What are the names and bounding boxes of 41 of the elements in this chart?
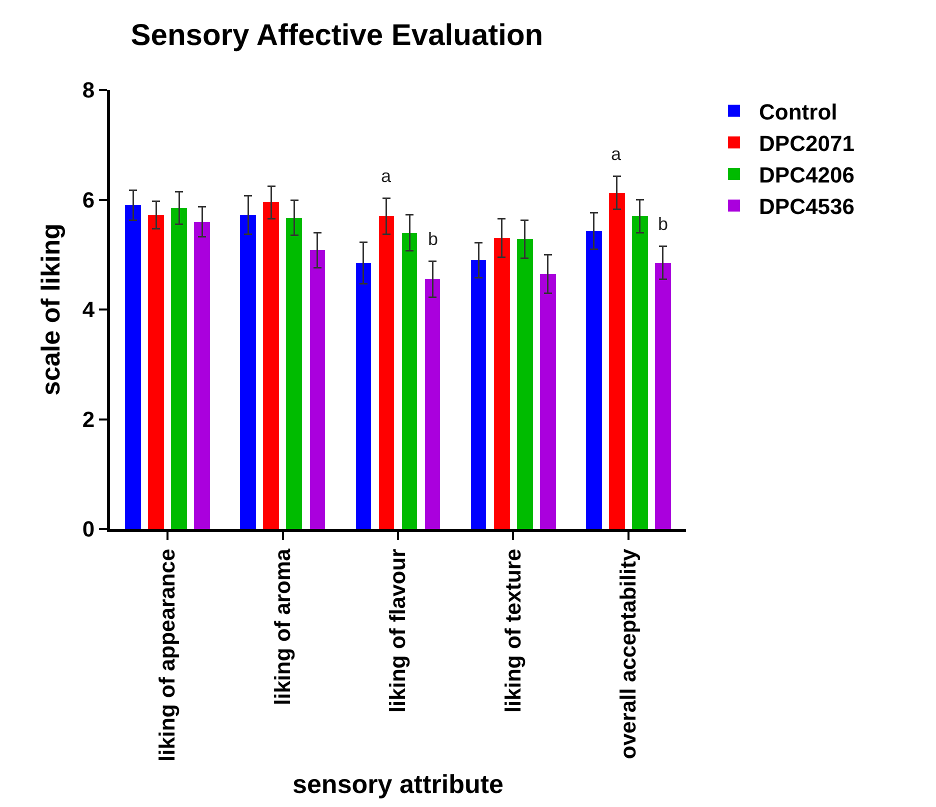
bar	[148, 215, 164, 529]
bar	[402, 233, 417, 529]
bar	[425, 279, 440, 529]
legend-label: DPC4206	[759, 162, 854, 188]
bar	[240, 215, 256, 529]
x-tick-label: liking of aroma	[270, 548, 295, 706]
data-label: b	[658, 214, 668, 234]
bar	[310, 250, 325, 529]
bar	[494, 238, 510, 529]
bar	[286, 218, 302, 529]
y-tick-label: 4	[82, 297, 96, 322]
bar	[171, 208, 187, 529]
legend-label: DPC2071	[759, 130, 854, 156]
bar	[263, 202, 279, 529]
x-tick-label: liking of flavour	[385, 548, 410, 713]
bar	[194, 222, 210, 529]
data-label: b	[428, 229, 438, 249]
bar	[517, 239, 533, 529]
bar	[379, 216, 394, 529]
data-label: a	[611, 144, 622, 164]
y-tick-label: 2	[82, 406, 95, 432]
bar	[655, 263, 671, 529]
y-axis-title: scale of liking	[36, 224, 66, 396]
bar	[540, 274, 556, 529]
x-axis-title: sensory attribute	[292, 769, 504, 800]
legend-label: DPC4536	[759, 194, 854, 220]
y-tick-label: 6	[82, 187, 95, 212]
y-tick-label: 0	[82, 516, 95, 542]
legend-label: Control	[759, 99, 838, 124]
bar	[125, 205, 141, 529]
y-tick-label: 8	[82, 78, 95, 103]
x-tick-label: liking of appearance	[154, 548, 180, 762]
x-tick-label: overall acceptability	[616, 548, 641, 760]
bar	[609, 193, 625, 529]
bar	[356, 263, 371, 529]
chart-title: Sensory Affective Evaluation	[130, 19, 544, 52]
bar	[471, 260, 486, 529]
bar	[586, 231, 602, 529]
data-label: a	[381, 166, 392, 186]
bar	[632, 216, 648, 529]
x-tick-label: liking of texture	[500, 548, 526, 713]
